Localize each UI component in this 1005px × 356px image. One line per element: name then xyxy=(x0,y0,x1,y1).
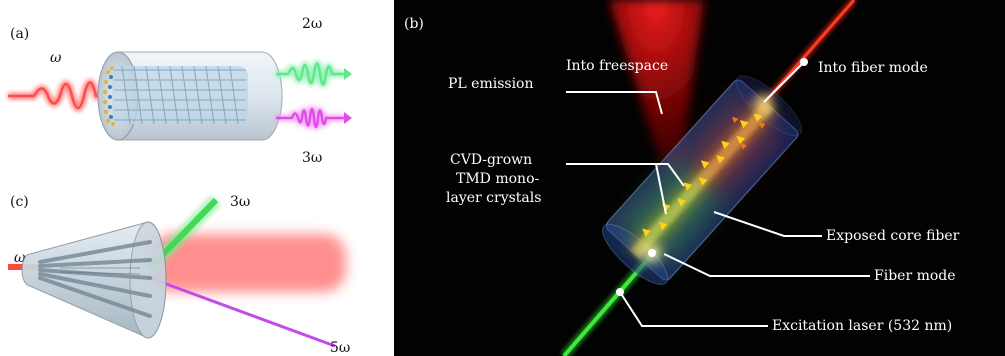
input-wave-red xyxy=(7,79,112,112)
pl-emission-cone xyxy=(609,0,704,172)
fiber-cylinder xyxy=(97,51,283,141)
panel-b-figure: (b) xyxy=(404,0,960,356)
output-wave-magenta xyxy=(276,105,352,131)
label-cvd-line2: TMD mono- xyxy=(456,171,539,187)
panel-c-label: (c) xyxy=(10,194,29,210)
output-2omega-label: 2ω xyxy=(302,16,322,32)
label-pl-emission: PL emission xyxy=(448,76,534,92)
panel-c: (c) ω 3ω 5ω xyxy=(0,176,392,356)
input-omega-label: ω xyxy=(50,50,62,66)
label-into-freespace: Into freespace xyxy=(566,58,668,74)
panel-c-figure: (c) ω 3ω 5ω xyxy=(8,194,350,356)
output-5omega-label-c: 5ω xyxy=(330,340,350,356)
label-fiber-mode: Fiber mode xyxy=(874,268,956,284)
label-exposed-core-fiber: Exposed core fiber xyxy=(826,228,960,244)
panel-a-label: (a) xyxy=(10,26,29,42)
panel-b: (b) xyxy=(394,0,1005,356)
annotation-lines xyxy=(566,61,870,327)
label-cvd-line1: CVD-grown xyxy=(450,152,532,168)
label-excitation-laser: Excitation laser (532 nm) xyxy=(772,318,952,334)
output-3omega-label: 3ω xyxy=(302,150,322,166)
output-spot xyxy=(754,94,774,114)
panel-b-label: (b) xyxy=(404,16,424,32)
beam-5omega xyxy=(149,276,336,348)
output-red-beam xyxy=(150,234,346,292)
output-wave-green xyxy=(276,60,352,88)
output-3omega-label-c: 3ω xyxy=(230,194,250,210)
fiber-mode-spot-core xyxy=(648,249,656,257)
panel-a-figure: (a) ω xyxy=(7,16,352,166)
label-cvd-line3: layer crystals xyxy=(446,190,541,206)
fiber-bundle xyxy=(21,221,167,339)
label-into-fiber-mode: Into fiber mode xyxy=(818,60,928,76)
panel-a: (a) ω xyxy=(0,0,392,176)
annotation-dots xyxy=(616,58,808,296)
exposed-core-fiber xyxy=(601,75,803,285)
